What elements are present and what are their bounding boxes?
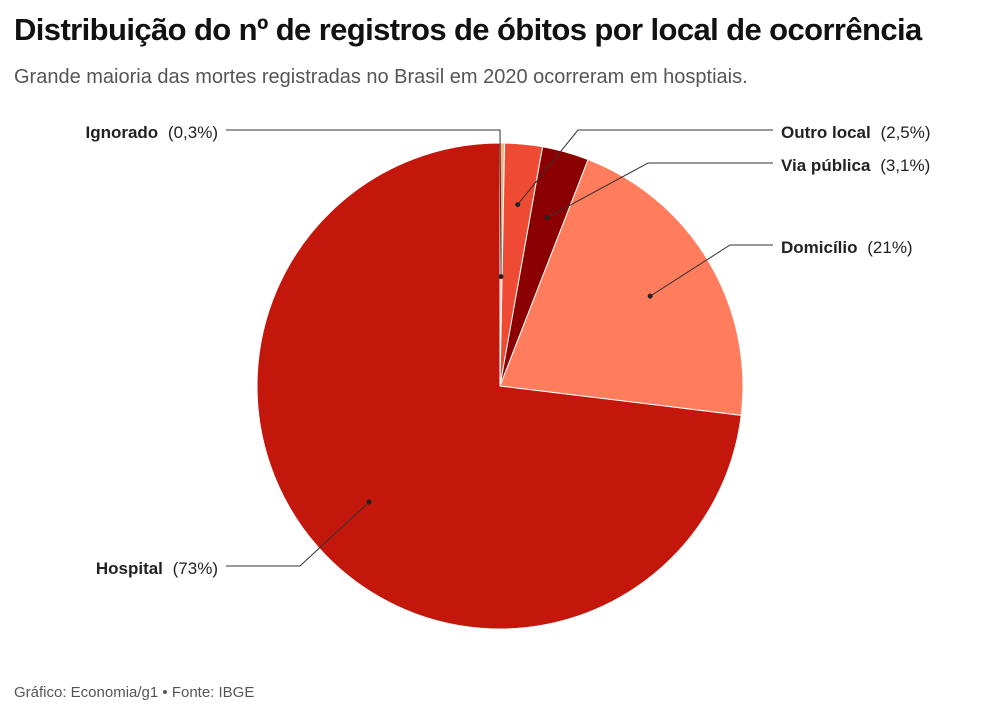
slice-value-ignorado: (0,3%) [168, 123, 218, 142]
leader-dot-outro-local [515, 202, 521, 208]
leader-line-outro-local [517, 129, 773, 205]
slice-label-domicilio: Domicílio (21%) [781, 238, 913, 257]
leader-dot-domicilio [647, 293, 653, 299]
slice-label-hospital: Hospital (73%) [96, 559, 218, 578]
slice-label-outro-local: Outro local (2,5%) [781, 123, 931, 142]
slice-name-via-publica: Via pública [781, 156, 871, 175]
slice-name-hospital: Hospital [96, 559, 163, 578]
slice-value-via-publica: (3,1%) [880, 156, 930, 175]
slice-label-ignorado: Ignorado (0,3%) [85, 123, 218, 142]
chart-title: Distribuição do nº de registros de óbito… [14, 12, 922, 47]
leader-line-hospital [226, 501, 370, 567]
leader-line-ignorado [226, 129, 502, 277]
chart-source: Gráfico: Economia/g1 • Fonte: IBGE [14, 684, 255, 701]
slice-name-ignorado: Ignorado [85, 123, 158, 142]
leader-dot-hospital [366, 499, 372, 505]
slice-label-via-publica: Via pública (3,1%) [781, 156, 930, 175]
pie-slice-hospital [256, 142, 742, 630]
slice-name-domicilio: Domicílio [781, 238, 858, 257]
slice-value-outro-local: (2,5%) [880, 123, 930, 142]
leader-dot-ignorado [498, 274, 504, 280]
slice-value-hospital: (73%) [173, 559, 218, 578]
leader-dot-via-publica [544, 215, 550, 221]
chart-subtitle: Grande maioria das mortes registradas no… [14, 66, 748, 88]
slice-name-outro-local: Outro local [781, 123, 871, 142]
slice-value-domicilio: (21%) [867, 238, 912, 257]
leader-line-via-publica [547, 162, 773, 218]
leader-line-domicilio [649, 244, 773, 297]
pie-slice-domicilio [499, 158, 744, 416]
